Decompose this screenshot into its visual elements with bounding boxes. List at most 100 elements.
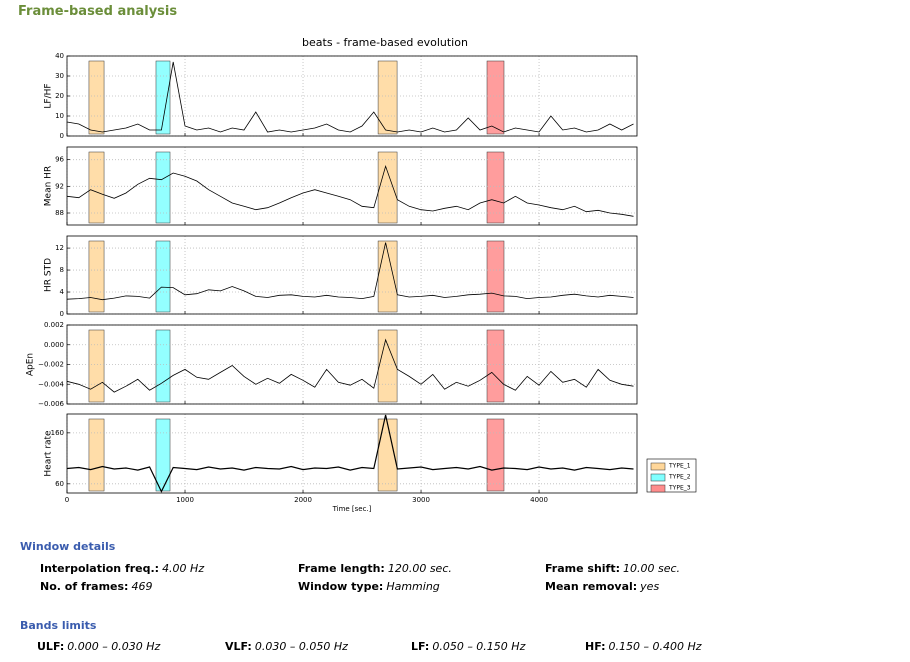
page-title: Frame-based analysis	[18, 4, 178, 19]
data-line	[66, 164, 634, 217]
y-tick-label: 40	[55, 52, 64, 60]
detail-label: Interpolation freq.:	[40, 562, 160, 575]
event-region	[155, 329, 171, 403]
y-tick-label: 88	[55, 209, 64, 217]
y-tick-label: 0.000	[44, 341, 64, 349]
y-tick-label: 96	[55, 156, 64, 164]
y-tick-label: 30	[55, 72, 64, 80]
legend-swatch	[650, 484, 666, 493]
detail-item: No. of frames: 469	[40, 580, 152, 593]
event-region	[486, 240, 505, 313]
detail-label: Window type:	[298, 580, 384, 593]
detail-label: No. of frames:	[40, 580, 129, 593]
event-region	[155, 418, 171, 492]
detail-value: 4.00 Hz	[162, 562, 205, 575]
y-tick-label: −0.006	[38, 400, 64, 408]
detail-item: Window type: Hamming	[298, 580, 440, 593]
event-region	[486, 60, 505, 135]
data-line	[66, 338, 634, 393]
y-tick-label: 60	[55, 480, 64, 488]
data-line	[66, 61, 634, 133]
plot-area	[67, 414, 637, 493]
event-region	[88, 240, 105, 313]
detail-value: 0.150 – 0.400 Hz	[608, 640, 702, 653]
detail-value: Hamming	[386, 580, 440, 593]
x-tick-label: 3000	[412, 496, 430, 504]
detail-item: Interpolation freq.: 4.00 Hz	[40, 562, 204, 575]
legend-swatch	[650, 462, 666, 471]
y-axis-label: ApEn	[26, 353, 36, 376]
x-tick-label: 4000	[530, 496, 548, 504]
detail-value: 10.00 sec.	[623, 562, 681, 575]
detail-value: yes	[640, 580, 660, 593]
y-tick-label: −0.002	[38, 361, 64, 369]
section-title: Bands limits	[20, 619, 97, 632]
y-tick-label: 92	[55, 182, 64, 190]
event-region	[88, 151, 105, 224]
plot-frame	[66, 146, 638, 226]
y-tick-label: 160	[51, 429, 64, 437]
plot-frame	[66, 235, 638, 315]
detail-label: LF:	[411, 640, 430, 653]
detail-item: Mean removal: yes	[545, 580, 659, 593]
detail-label: HF:	[585, 640, 606, 653]
data-line	[66, 242, 634, 301]
y-tick-label: 20	[55, 92, 64, 100]
legend-label: TYPE_2	[668, 474, 691, 481]
detail-value: 0.050 – 0.150 Hz	[432, 640, 526, 653]
legend-label: TYPE_1	[668, 463, 691, 470]
y-tick-label: 0.002	[44, 321, 64, 329]
y-tick-label: −0.004	[38, 380, 64, 388]
x-axis-label: Time [sec.]	[332, 505, 372, 513]
y-axis-label: Mean HR	[44, 166, 54, 206]
event-region	[155, 240, 171, 313]
detail-label: ULF:	[37, 640, 65, 653]
event-region	[486, 418, 505, 492]
detail-value: 0.000 – 0.030 Hz	[67, 640, 161, 653]
event-region	[486, 151, 505, 224]
detail-item: Frame length: 120.00 sec.	[298, 562, 452, 575]
event-region	[88, 329, 105, 403]
event-region	[377, 151, 398, 224]
detail-value: 469	[131, 580, 153, 593]
event-region	[88, 60, 105, 135]
event-region	[377, 418, 398, 492]
event-region	[155, 151, 171, 224]
y-tick-label: 10	[55, 112, 64, 120]
detail-item: Frame shift: 10.00 sec.	[545, 562, 680, 575]
chart-title: beats - frame-based evolution	[302, 36, 468, 49]
event-region	[88, 418, 105, 492]
y-axis-label: HR STD	[44, 258, 54, 292]
detail-item: HF: 0.150 – 0.400 Hz	[585, 640, 702, 653]
event-region	[486, 329, 505, 403]
y-tick-label: 0	[60, 310, 64, 318]
y-tick-label: 8	[60, 266, 64, 274]
detail-label: VLF:	[225, 640, 252, 653]
detail-label: Frame length:	[298, 562, 385, 575]
y-axis-label: LF/HF	[44, 83, 54, 108]
detail-value: 120.00 sec.	[387, 562, 452, 575]
section-title: Window details	[20, 540, 116, 553]
y-tick-label: 4	[60, 288, 65, 296]
y-axis-label: Heart rate	[44, 430, 54, 477]
detail-value: 0.030 – 0.050 Hz	[254, 640, 348, 653]
plot-frame	[66, 413, 638, 494]
y-tick-label: 0	[60, 132, 64, 140]
event-region	[377, 329, 398, 403]
legend-swatch	[650, 473, 666, 482]
plot-frame	[66, 324, 638, 405]
x-tick-label: 0	[65, 496, 69, 504]
y-tick-label: 12	[55, 244, 64, 252]
chart: beats - frame-based evolution 010203040L…	[26, 36, 697, 513]
plot-frame	[66, 55, 638, 137]
detail-item: VLF: 0.030 – 0.050 Hz	[225, 640, 348, 653]
legend-label: TYPE_3	[668, 485, 691, 492]
x-tick-label: 1000	[176, 496, 194, 504]
detail-label: Mean removal:	[545, 580, 638, 593]
detail-label: Frame shift:	[545, 562, 621, 575]
x-tick-label: 2000	[294, 496, 312, 504]
detail-item: ULF: 0.000 – 0.030 Hz	[37, 640, 160, 653]
detail-item: LF: 0.050 – 0.150 Hz	[411, 640, 525, 653]
data-line	[66, 414, 634, 493]
